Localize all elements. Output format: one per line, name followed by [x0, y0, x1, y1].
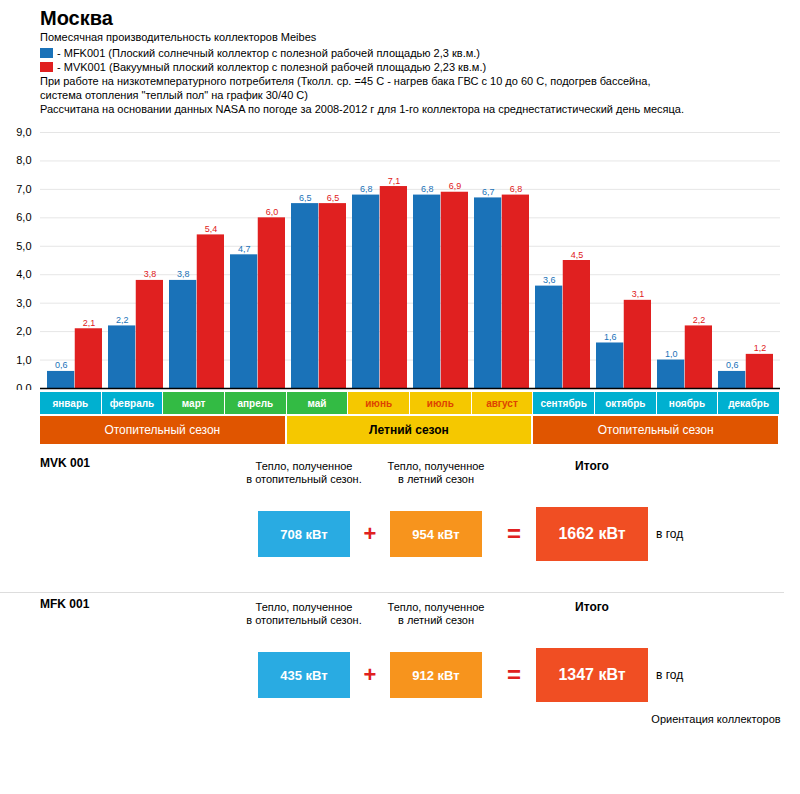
svg-text:6,7: 6,7	[482, 187, 495, 197]
html-text:Москва: Москва	[40, 7, 113, 29]
html-text:435 кВт: 435 кВт	[280, 667, 328, 683]
html-text:в год: в год	[656, 527, 684, 541]
svg-text:6,8: 6,8	[421, 184, 434, 194]
svg-text:5,0: 5,0	[16, 240, 31, 252]
svg-text:4,5: 4,5	[571, 250, 584, 260]
svg-text:6,5: 6,5	[327, 193, 340, 203]
svg-text:2,1: 2,1	[83, 318, 96, 328]
svg-text:1,6: 1,6	[604, 332, 617, 342]
html-text:декабрь: декабрь	[728, 397, 770, 409]
html-text:Тепло, полученное в летний сез: Тепло, полученное в летний сезон	[387, 460, 485, 485]
html-text:При работе на низкотемпературн: При работе на низкотемпературного потреб…	[40, 75, 651, 87]
html-text:MFK 001: MFK 001	[40, 597, 90, 611]
html-text:Ориентация коллекторов: Ориентация коллекторов	[651, 713, 781, 725]
html-text:MVK 001: MVK 001	[40, 456, 90, 470]
svg-text:0,6: 0,6	[55, 360, 68, 370]
svg-text:2,2: 2,2	[116, 315, 129, 325]
svg-text:1,2: 1,2	[754, 343, 767, 353]
svg-text:6,8: 6,8	[510, 184, 523, 194]
svg-text:6,8: 6,8	[360, 184, 373, 194]
html-text:Отопительный сезон: Отопительный сезон	[597, 423, 714, 437]
html-text:апрель: апрель	[237, 397, 274, 409]
svg-text:6,0: 6,0	[266, 207, 279, 217]
html-text:июль: июль	[426, 397, 454, 409]
html-text:март: март	[181, 397, 206, 409]
svg-text:2,0: 2,0	[16, 325, 31, 337]
svg-text:6,5: 6,5	[299, 193, 312, 203]
svg-text:2,2: 2,2	[693, 315, 706, 325]
html-text:Итого: Итого	[575, 600, 609, 614]
html-text:1347 кВт: 1347 кВт	[558, 666, 626, 683]
html-text:Тепло, полученное в отопительн: Тепло, полученное в отопительный сезон.	[246, 460, 362, 485]
html-text:Рассчитана на основании данных: Рассчитана на основании данных NASA по п…	[40, 103, 684, 115]
html-text:Помесячная производительность: Помесячная производительность коллекторо…	[40, 31, 317, 43]
html-text:октябрь: октябрь	[605, 397, 646, 409]
html-text:в год: в год	[656, 668, 684, 682]
html-text:708 кВт: 708 кВт	[280, 526, 328, 542]
svg-text:1,0: 1,0	[16, 354, 31, 366]
svg-text:1,0: 1,0	[665, 349, 678, 359]
html-text:август: август	[486, 397, 518, 409]
svg-text:0,6: 0,6	[726, 360, 739, 370]
svg-text:7,1: 7,1	[388, 176, 401, 186]
html-text:февраль: февраль	[109, 397, 155, 409]
svg-text:6,9: 6,9	[449, 181, 462, 191]
svg-text:9,0: 9,0	[16, 126, 31, 138]
html-text:912 кВт: 912 кВт	[412, 667, 460, 683]
html-text:июнь: июнь	[365, 397, 393, 409]
html-text:Летний сезон: Летний сезон	[369, 423, 449, 437]
svg-text:5,4: 5,4	[205, 224, 218, 234]
html-text:май: май	[307, 397, 327, 409]
html-text:январь: январь	[52, 397, 89, 409]
html-text:1662 кВт: 1662 кВт	[558, 525, 626, 542]
svg-text:4,7: 4,7	[238, 244, 251, 254]
html-text:ноябрь: ноябрь	[668, 397, 706, 409]
html-text:- MFK001 (Плоский солнечный ко: - MFK001 (Плоский солнечный коллектор с …	[57, 47, 480, 59]
html-text:954 кВт: 954 кВт	[412, 526, 460, 542]
html-text:система отопления "теплый пол": система отопления "теплый пол" на график…	[40, 89, 308, 101]
html-text:Тепло, полученное в летний сез: Тепло, полученное в летний сезон	[387, 601, 485, 626]
html-text:- MVK001 (Вакуумный плоский ко: - MVK001 (Вакуумный плоский коллектор с …	[57, 61, 487, 73]
html-text:Тепло, полученное в отопительн: Тепло, полученное в отопительный сезон.	[246, 601, 362, 626]
svg-text:8,0: 8,0	[16, 154, 31, 166]
html-text:сентябрь: сентябрь	[540, 397, 587, 409]
html-text:Итого: Итого	[575, 459, 609, 473]
html-text:Отопительный сезон: Отопительный сезон	[104, 423, 221, 437]
svg-text:3,8: 3,8	[177, 269, 190, 279]
svg-text:3,1: 3,1	[632, 289, 645, 299]
svg-text:3,6: 3,6	[543, 275, 556, 285]
svg-text:4,0: 4,0	[16, 268, 31, 280]
svg-text:7,0: 7,0	[16, 183, 31, 195]
svg-text:3,0: 3,0	[16, 297, 31, 309]
svg-text:3,8: 3,8	[144, 269, 157, 279]
svg-text:6,0: 6,0	[16, 211, 31, 223]
svg-text:0,0: 0,0	[16, 382, 31, 390]
